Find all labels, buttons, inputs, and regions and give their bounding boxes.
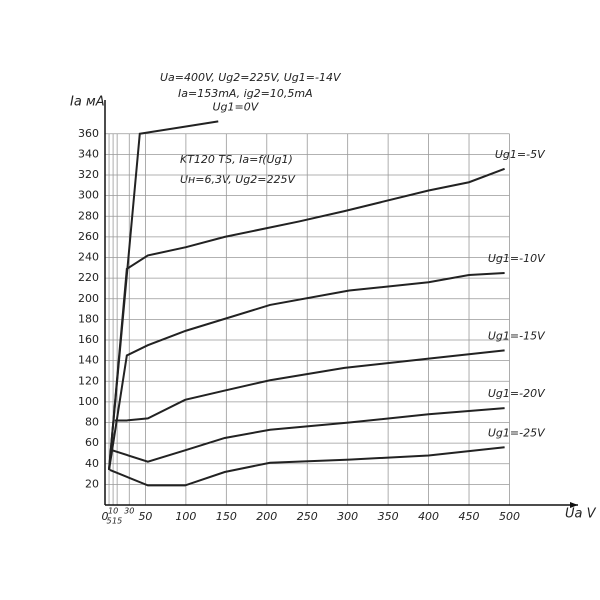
annotation: Ua=400V, Ug2=225V, Ug1=-14V <box>160 71 342 84</box>
chart-title: KT120 TS, Ia=f(Ug1) <box>180 153 293 166</box>
x-tick-label: 300 <box>337 510 358 523</box>
x-tick-label: 15 <box>112 517 122 526</box>
x-tick-label: 350 <box>378 510 399 523</box>
x-axis-arrow <box>570 502 578 508</box>
x-tick-label: 450 <box>459 510 480 523</box>
y-axis-label: Ia мА <box>70 95 105 110</box>
series-label: Ug1=-15V <box>488 329 546 342</box>
series-label: Ug1=-5V <box>495 148 546 161</box>
annotation: Ia=153mA, ig2=10,5mA <box>178 87 313 100</box>
series-line <box>108 167 505 471</box>
y-tick-label: 140 <box>78 354 99 367</box>
x-tick-label: 400 <box>418 510 439 523</box>
y-tick-label: 20 <box>85 477 99 490</box>
y-tick-label: 300 <box>78 189 99 202</box>
y-tick-label: 120 <box>78 374 99 387</box>
y-tick-label: 100 <box>78 395 99 408</box>
series-label: Ug1=-10V <box>488 252 546 265</box>
y-tick-label: 360 <box>78 127 99 140</box>
y-tick-label: 40 <box>85 457 99 470</box>
x-tick-label: 50 <box>138 510 152 523</box>
x-tick-label: 500 <box>499 510 520 523</box>
series-line <box>114 349 505 422</box>
y-tick-label: 200 <box>78 292 99 305</box>
y-tick-label: 280 <box>78 209 99 222</box>
series-line <box>109 446 505 487</box>
x-tick-label: 200 <box>256 510 277 523</box>
x-tick-label: 30 <box>124 507 134 516</box>
chart-subtitle: Uн=6,3V, Ug2=225V <box>180 173 296 186</box>
x-tick-label: 0 <box>102 510 109 523</box>
y-tick-label: 340 <box>78 147 99 160</box>
x-tick-label: 250 <box>297 510 318 523</box>
series-line <box>108 271 505 471</box>
y-tick-label: 160 <box>78 333 99 346</box>
x-tick-label: 10 <box>108 507 118 516</box>
series-line <box>111 407 505 463</box>
y-tick-label: 220 <box>78 271 99 284</box>
x-axis-label: Ua V <box>565 507 597 522</box>
y-tick-label: 260 <box>78 230 99 243</box>
y-tick-label: 80 <box>85 416 99 429</box>
y-tick-label: 240 <box>78 251 99 264</box>
series-label: Ug1=-20V <box>488 387 546 400</box>
y-tick-label: 60 <box>85 436 99 449</box>
x-tick-label: 150 <box>216 510 237 523</box>
series-label: Ug1=-25V <box>488 426 546 439</box>
x-tick-label: 100 <box>175 510 196 523</box>
y-tick-label: 180 <box>78 312 99 325</box>
y-tick-label: 320 <box>78 168 99 181</box>
x-tick-label: 5 <box>106 517 111 526</box>
series-label: Ug1=0V <box>212 100 259 113</box>
